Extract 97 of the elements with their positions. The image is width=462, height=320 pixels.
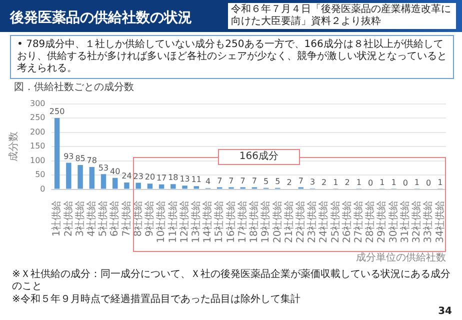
x-tick-label: 4社供給 [85, 200, 98, 237]
bar [170, 184, 176, 189]
data-label: 85 [75, 154, 86, 164]
data-label: 7 [228, 176, 234, 186]
data-label: 1 [356, 178, 362, 188]
bar [112, 178, 118, 189]
bar [182, 186, 188, 189]
data-label: 40 [110, 166, 120, 176]
bar [100, 174, 106, 189]
data-label: 93 [64, 152, 74, 161]
text: 令和６年７月４日「後発医薬品の産業構造改革に向けた大臣要請」資料２より抜粋 [228, 3, 456, 29]
x-tick-label: 30社供給 [387, 200, 400, 244]
y-tick-label: 300 [30, 98, 46, 108]
data-label: 1 [333, 178, 338, 188]
bar [124, 182, 130, 189]
x-tick-label: 10社供給 [155, 200, 168, 244]
data-label: 2 [322, 178, 327, 187]
bar [54, 118, 60, 189]
data-label: 17 [156, 174, 167, 183]
x-tick-label: 17社供給 [236, 200, 248, 244]
data-label: 0 [426, 178, 432, 188]
y-tick-label: 250 [30, 113, 46, 122]
data-label: 3 [310, 178, 316, 186]
x-tick-label: 13社供給 [190, 200, 202, 244]
x-tick-label: 16社供給 [224, 200, 237, 244]
bar [147, 184, 153, 189]
x-tick-label: 27社供給 [352, 200, 365, 244]
x-tick-label: 22社供給 [294, 200, 306, 244]
data-label: 7 [252, 176, 257, 186]
x-tick-label: 3社供給 [74, 200, 86, 237]
data-label: 11 [191, 175, 202, 184]
x-tick-label: 33社供給 [422, 200, 434, 244]
x-axis-title: 成分単位の供給社数 [356, 252, 446, 264]
data-label: 7 [240, 176, 246, 186]
x-tick-label: 15社供給 [213, 200, 226, 244]
data-label: 5 [275, 176, 280, 186]
x-tick-label: 25社供給 [329, 200, 342, 244]
data-label: 20 [144, 172, 156, 182]
x-tick-label: 23社供給 [306, 200, 318, 244]
x-tick-label: 34社供給 [434, 200, 446, 244]
y-tick-label: 200 [30, 127, 46, 136]
data-label: 250 [49, 107, 65, 116]
bar [136, 182, 141, 189]
x-tick-label: 24社供給 [318, 200, 330, 244]
bar [89, 167, 95, 189]
bar [158, 184, 164, 189]
text: ※Ｘ社供給の成分：同一成分について、Ｘ社の後発医薬品企業が薬価収載している状況にある成分のこと [12, 269, 452, 293]
data-label: 53 [98, 163, 109, 172]
data-label: 1 [380, 178, 385, 188]
text: ※令和５年９月時点で経過措置品目であった品目は除外して集計 [12, 294, 300, 306]
x-tick-label: 5社供給 [97, 200, 110, 237]
data-label: 2 [344, 178, 350, 187]
data-label: 1 [414, 178, 420, 188]
data-label: 4 [205, 177, 211, 186]
text: 34 [438, 306, 452, 318]
chart-title: 後発医薬品の供給社数の状況 [10, 9, 192, 27]
data-label: 0 [368, 178, 374, 188]
y-axis-title: 成分数 [8, 132, 20, 162]
data-label: 13 [180, 174, 190, 184]
x-tick-label: 1社供給 [50, 200, 63, 237]
x-tick-label: 12社供給 [178, 200, 190, 244]
data-label: 24 [122, 172, 132, 181]
x-tick-label: 9社供給 [144, 200, 156, 237]
x-tick-label: 28社供給 [364, 200, 376, 244]
x-tick-label: 2社供給 [62, 200, 74, 237]
data-label: 1 [391, 178, 396, 188]
y-tick-label: 150 [30, 142, 46, 151]
y-tick-label: 100 [30, 156, 46, 165]
y-tick-label: 50 [35, 170, 46, 180]
y-tick-label: 0 [40, 184, 46, 194]
data-label: 0 [402, 178, 408, 188]
bar [78, 165, 83, 189]
x-tick-label: 26社供給 [340, 200, 353, 244]
bar [194, 186, 200, 189]
data-label: 2 [286, 178, 292, 187]
x-tick-label: 7社供給 [120, 200, 132, 237]
data-label: 23 [133, 172, 144, 181]
text: • 789成分中、１社しか供給していない成分も250ある一方で、166成分は８社以上が供給しており、供給する社が多ければ多いほど各社のシェアが少なく、競争が激しい状況となっていると考えられる。 [10, 35, 454, 79]
data-label: 7 [217, 176, 222, 186]
x-tick-label: 19社供給 [260, 200, 272, 244]
x-tick-label: 21社供給 [282, 200, 295, 244]
data-label: 7 [298, 176, 304, 186]
x-tick-label: 18社供給 [248, 200, 260, 244]
x-tick-label: 14社供給 [202, 200, 214, 244]
x-tick-label: 31社供給 [398, 200, 411, 244]
chart-subtitle: 図．供給社数ごとの成分数 [14, 80, 134, 94]
data-label: 5 [264, 176, 269, 186]
x-tick-label: 29社供給 [376, 200, 388, 244]
label-box: 166成分 [218, 148, 300, 165]
data-label: 78 [86, 156, 97, 166]
data-label: 18 [168, 173, 178, 182]
x-tick-label: 11社供給 [166, 200, 179, 244]
x-tick-label: 20社供給 [271, 200, 284, 244]
bar [66, 162, 72, 189]
x-tick-label: 6社供給 [108, 200, 121, 237]
x-tick-label: 32社供給 [410, 200, 423, 244]
data-label: 1 [438, 178, 443, 188]
